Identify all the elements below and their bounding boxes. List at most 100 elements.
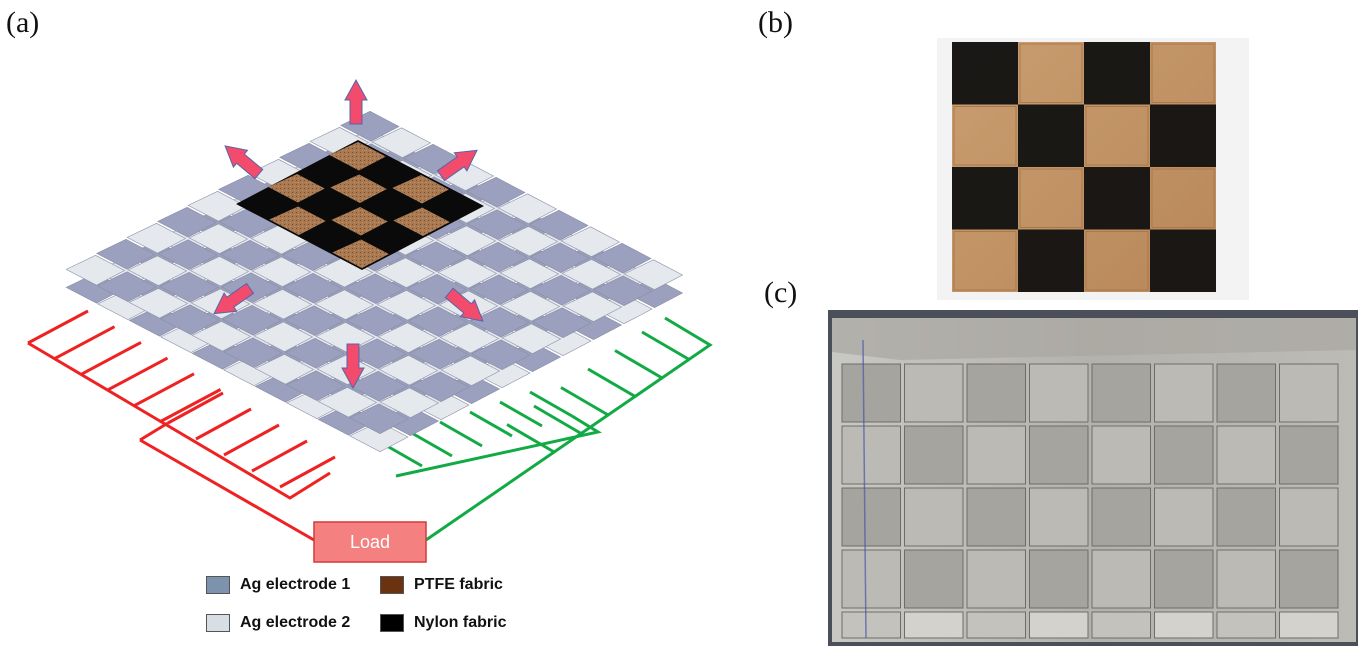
stretch-arrow — [444, 287, 484, 322]
ptfe-tile — [392, 175, 449, 204]
photo-woven-tile — [1029, 549, 1089, 609]
photo-nylon-square — [952, 42, 1018, 105]
photo-woven-tile — [1216, 549, 1276, 609]
electrode-tile — [436, 225, 497, 257]
photo-woven-tile — [1216, 363, 1276, 423]
legend-label: Nylon fabric — [414, 614, 507, 631]
electrode-tile — [348, 370, 408, 402]
photo-checker-fabric — [937, 38, 1249, 300]
photo-woven-tile — [1091, 549, 1151, 609]
ptfe-tile — [330, 174, 387, 203]
wire-right-tap — [587, 367, 637, 399]
electrode-tile — [406, 241, 466, 273]
photo-woven-tile — [1154, 487, 1214, 547]
wire-left-bus-inner — [139, 438, 315, 542]
electrode-tile — [284, 305, 344, 337]
electrode-tile — [561, 258, 622, 290]
ptfe-tile — [393, 207, 450, 236]
electrode-tile — [531, 274, 591, 306]
wire-left-tap — [106, 356, 169, 392]
wire-left-bus-outer — [27, 341, 331, 500]
wire-right-bus-outer — [425, 316, 713, 542]
wire-right-tap — [499, 400, 543, 428]
photo-woven-tile — [1154, 363, 1214, 423]
electrode-tile — [253, 321, 314, 353]
photo-nylon-square — [1150, 104, 1216, 167]
electrode-tile — [220, 239, 280, 271]
electrode-tile — [283, 272, 343, 304]
wire-right-tap — [641, 330, 691, 362]
wire-left-tap — [27, 309, 89, 345]
photo-pen-line — [862, 339, 867, 639]
wire-left-tap — [80, 341, 142, 376]
electrode-tile — [529, 209, 589, 241]
electrode-tile — [499, 258, 560, 290]
stretch-arrow — [213, 282, 255, 315]
electrode-tile — [471, 339, 531, 371]
wire-right-tap — [506, 423, 556, 454]
wire-left-tap — [159, 388, 222, 423]
photo-woven-strip — [904, 611, 964, 639]
electrode-tile — [530, 242, 590, 274]
electrode-tile — [285, 337, 345, 369]
wire-right-tap — [439, 420, 483, 448]
panel-label-c: (c) — [764, 276, 798, 309]
electrode-tile — [346, 305, 406, 337]
electrode-tile — [437, 257, 498, 289]
photo-woven-strip — [966, 611, 1026, 639]
electrode-tile — [222, 304, 282, 336]
photo-ptfe-square — [953, 106, 1017, 166]
photo-woven-tile — [966, 425, 1026, 485]
photo-ptfe-square — [1019, 43, 1083, 103]
photo-ptfe-square — [1151, 168, 1215, 228]
ptfe-tile — [332, 239, 389, 269]
ptfe-tile — [269, 206, 326, 235]
wire-left-tap — [133, 372, 195, 408]
photo-woven-tile — [841, 425, 901, 485]
legend-ag-electrode-1: Ag electrode 1 — [206, 576, 350, 594]
photo-woven-tile — [1091, 425, 1151, 485]
electrode-tile — [467, 209, 527, 241]
stretch-arrow — [436, 149, 478, 182]
wire-right-bus-inner — [395, 414, 602, 478]
wire-right-tap — [469, 410, 513, 438]
ptfe-tile — [331, 207, 388, 236]
legend-ag-electrode-2: Ag electrode 2 — [206, 614, 350, 632]
electrode-tile — [286, 370, 346, 402]
wire-left-tap — [167, 391, 224, 425]
photo-ptfe-square — [1085, 231, 1149, 291]
electrode-tile — [440, 355, 501, 387]
electrode-tile — [221, 272, 281, 304]
electrode-tile — [497, 193, 558, 225]
load-box: Load — [313, 521, 427, 563]
electrode-tile — [408, 306, 468, 338]
electrode-tile — [371, 127, 432, 159]
electrode-tile — [376, 289, 437, 321]
photo-woven-tile — [1216, 425, 1276, 485]
panel-label-a: (a) — [6, 6, 40, 39]
electrode-tile — [466, 176, 526, 208]
photo-woven-tile — [904, 363, 964, 423]
photo-nylon-square — [1084, 167, 1150, 230]
wire-right-tap — [614, 349, 664, 380]
photo-ptfe-square — [1085, 106, 1149, 166]
electrode-tile — [468, 241, 528, 273]
photo-woven-tile — [966, 549, 1026, 609]
photo-woven-strip — [1279, 611, 1339, 639]
photo-woven-tile — [904, 487, 964, 547]
photo-woven-tile — [1029, 425, 1089, 485]
electrode-tile — [189, 255, 250, 287]
photo-woven-tile — [1091, 487, 1151, 547]
panel-label-b: (b) — [758, 6, 793, 39]
electrode-tile — [378, 354, 439, 386]
photo-woven-electrode — [828, 310, 1358, 646]
photo-woven-tile — [1029, 363, 1089, 423]
legend-swatch — [206, 614, 230, 632]
stretch-arrows — [213, 78, 484, 390]
electrode-tile — [188, 223, 249, 255]
photo-woven-tile — [1279, 425, 1339, 485]
wire-left-tap — [223, 423, 280, 457]
photo-woven-tile — [1216, 487, 1276, 547]
ptfe-tile — [268, 174, 325, 203]
